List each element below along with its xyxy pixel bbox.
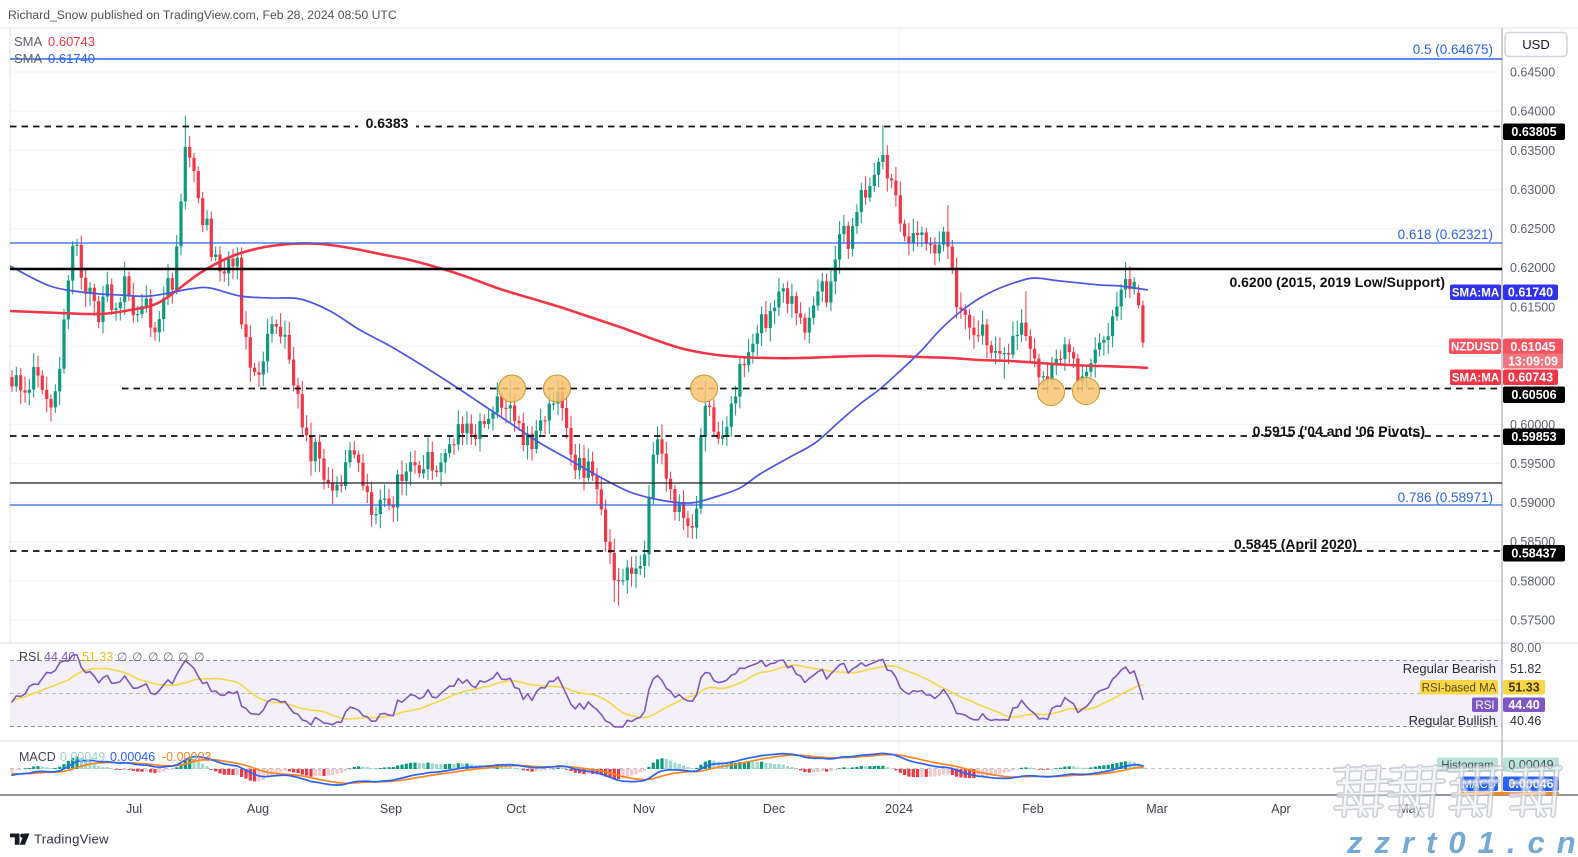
svg-text:0.6383: 0.6383 [366,115,409,131]
svg-text:0.58000: 0.58000 [1510,574,1555,588]
svg-text:0.786 (0.58971): 0.786 (0.58971) [1398,490,1493,505]
svg-text:TradingView: TradingView [34,832,109,847]
svg-text:0.63805: 0.63805 [1511,125,1556,139]
svg-text:Sep: Sep [380,802,402,816]
svg-text:0.62000: 0.62000 [1510,261,1555,275]
svg-text:0.00046: 0.00046 [110,750,155,764]
svg-text:zzrt01.cn: zzrt01.cn [1346,825,1578,857]
svg-text:Apr: Apr [1271,802,1290,816]
svg-text:SMA: SMA [14,34,43,49]
svg-text:∅: ∅ [148,650,158,664]
svg-text:0.63000: 0.63000 [1510,183,1555,197]
svg-text:Jul: Jul [126,802,142,816]
svg-text:80.00: 80.00 [1510,641,1541,655]
svg-text:MACD: MACD [19,750,56,764]
svg-text:0.5 (0.64675): 0.5 (0.64675) [1413,42,1493,57]
svg-text:Mar: Mar [1146,802,1168,816]
svg-text:0.00049: 0.00049 [60,750,105,764]
svg-text:2024: 2024 [885,802,913,816]
svg-text:0.59500: 0.59500 [1510,457,1555,471]
svg-text:Oct: Oct [506,802,526,816]
svg-text:0.62500: 0.62500 [1510,222,1555,236]
svg-text:51.33: 51.33 [1508,681,1539,695]
svg-text:∅: ∅ [178,650,188,664]
svg-text:0.63500: 0.63500 [1510,144,1555,158]
svg-text:∅: ∅ [117,650,127,664]
svg-text:Dec: Dec [763,802,785,816]
svg-text:NZDUSD: NZDUSD [1451,342,1499,354]
svg-text:0.60743: 0.60743 [1508,371,1553,385]
svg-text:Regular Bullish: Regular Bullish [1409,713,1496,728]
svg-text:-0.00003: -0.00003 [162,750,211,764]
svg-text:∅: ∅ [194,650,204,664]
svg-text:51.82: 51.82 [1510,662,1541,676]
svg-text:0.61740: 0.61740 [1508,286,1553,300]
svg-text:0.64000: 0.64000 [1510,105,1555,119]
svg-text:RSI: RSI [1475,700,1494,712]
svg-text:0.61045: 0.61045 [1510,340,1555,354]
svg-text:Aug: Aug [247,802,269,816]
svg-text:44.40: 44.40 [1508,698,1539,712]
svg-text:51.33: 51.33 [82,650,113,664]
svg-text:40.46: 40.46 [1510,714,1541,728]
svg-text:0.60506: 0.60506 [1511,388,1556,402]
svg-text:Richard_Snow published on Trad: Richard_Snow published on TradingView.co… [8,8,397,22]
svg-text:0.5845 (April 2020): 0.5845 (April 2020) [1234,536,1357,552]
svg-text:RSI-based MA: RSI-based MA [1422,683,1497,695]
svg-text:USD: USD [1522,37,1549,52]
svg-text:0.57500: 0.57500 [1510,614,1555,628]
svg-text:SMA:MA: SMA:MA [1452,288,1499,300]
svg-text:SMA: SMA [14,51,43,66]
svg-text:13:09:09: 13:09:09 [1508,355,1558,369]
svg-text:0.58437: 0.58437 [1511,547,1556,561]
svg-text:44.40: 44.40 [44,650,75,664]
svg-text:Feb: Feb [1022,802,1044,816]
svg-text:0.60743: 0.60743 [48,34,95,49]
svg-text:SMA:MA: SMA:MA [1452,373,1499,385]
svg-text:0.6200 (2015, 2019 Low/Support: 0.6200 (2015, 2019 Low/Support) [1229,274,1445,290]
svg-text:0.64500: 0.64500 [1510,66,1555,80]
svg-text:RSI: RSI [19,650,40,664]
svg-text:∅: ∅ [132,650,142,664]
svg-text:0.59000: 0.59000 [1510,496,1555,510]
svg-text:0.618 (0.62321): 0.618 (0.62321) [1398,227,1493,242]
svg-text:0.61740: 0.61740 [48,51,95,66]
svg-text:Regular Bearish: Regular Bearish [1403,661,1496,676]
svg-text:0.59853: 0.59853 [1511,430,1556,444]
svg-text:0.61500: 0.61500 [1510,300,1555,314]
svg-text:0.60000: 0.60000 [1510,418,1555,432]
svg-text:Nov: Nov [633,802,656,816]
svg-text:∅: ∅ [163,650,173,664]
svg-text:0.5915 ('04 and '06 Pivots): 0.5915 ('04 and '06 Pivots) [1253,423,1425,439]
